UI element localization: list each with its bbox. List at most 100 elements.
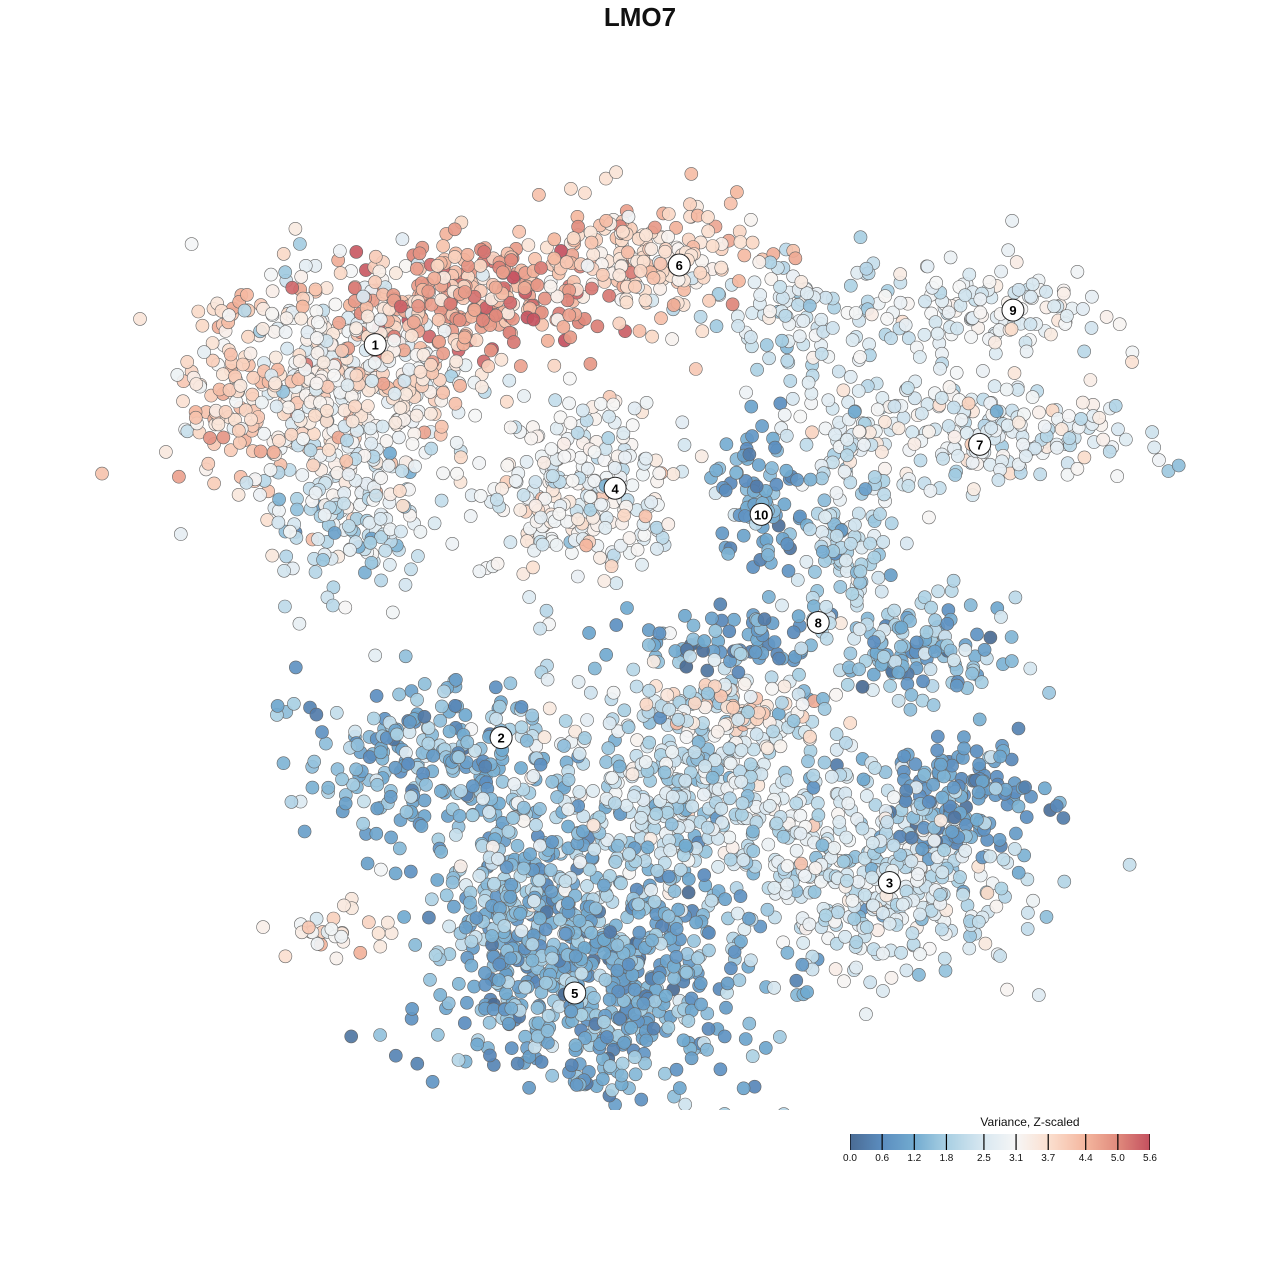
data-point	[268, 350, 283, 365]
data-point	[803, 729, 817, 744]
data-point	[996, 852, 1011, 867]
data-point	[445, 536, 460, 551]
data-point	[722, 791, 737, 806]
data-point	[559, 255, 574, 270]
data-point	[421, 284, 436, 299]
data-point	[840, 873, 854, 888]
data-point	[1026, 893, 1040, 908]
data-point	[552, 506, 567, 521]
data-point	[935, 865, 950, 880]
data-point	[845, 586, 860, 601]
data-point	[792, 667, 806, 682]
data-point	[800, 286, 814, 301]
data-point	[849, 960, 863, 975]
data-point	[363, 535, 378, 550]
data-point	[988, 335, 1002, 350]
data-point	[852, 662, 866, 677]
data-point	[609, 618, 624, 632]
data-point	[522, 1081, 536, 1095]
data-point	[681, 885, 696, 900]
data-point	[597, 574, 612, 588]
data-point	[406, 315, 421, 330]
data-point	[529, 818, 543, 832]
data-point	[468, 408, 483, 423]
data-point	[947, 430, 962, 444]
data-point	[404, 789, 418, 804]
data-point	[481, 359, 496, 374]
data-point	[404, 328, 419, 343]
cluster-label-1: 1	[363, 333, 387, 357]
data-point	[472, 869, 487, 883]
data-point	[241, 329, 255, 344]
data-point	[874, 584, 889, 599]
data-point	[487, 876, 501, 891]
data-point	[603, 1059, 617, 1073]
data-point	[451, 750, 466, 765]
data-point	[679, 730, 694, 744]
data-point	[1020, 922, 1035, 936]
data-point	[606, 397, 621, 412]
data-point	[327, 526, 342, 540]
data-point	[702, 293, 716, 308]
points-layer	[95, 165, 1186, 1110]
data-point	[268, 376, 283, 391]
data-point	[926, 777, 941, 792]
data-point	[819, 599, 834, 614]
data-point	[675, 415, 690, 430]
data-point	[195, 318, 210, 333]
data-point	[449, 435, 464, 450]
data-point	[460, 995, 474, 1010]
data-point	[477, 245, 492, 259]
data-point	[1023, 317, 1038, 332]
data-point	[533, 802, 547, 816]
data-point	[765, 461, 779, 475]
data-point	[562, 308, 577, 323]
data-point	[488, 280, 503, 295]
data-point	[599, 755, 614, 769]
data-point	[815, 544, 830, 559]
data-point	[852, 424, 867, 439]
data-point	[1042, 685, 1056, 700]
data-point	[388, 1048, 403, 1063]
data-point	[254, 395, 269, 410]
data-point	[344, 1029, 359, 1044]
data-point	[272, 433, 286, 448]
data-point	[339, 454, 354, 468]
data-point	[727, 612, 741, 627]
data-point	[514, 761, 528, 775]
data-point	[381, 458, 396, 473]
data-point	[503, 535, 518, 550]
data-point	[661, 909, 676, 924]
data-point	[722, 624, 737, 639]
data-point	[584, 235, 599, 250]
cluster-label-text: 7	[976, 437, 983, 452]
data-point	[898, 318, 913, 332]
data-point	[669, 949, 684, 964]
data-point	[735, 796, 750, 811]
data-point	[803, 522, 817, 537]
data-point	[392, 430, 406, 445]
data-point	[283, 524, 297, 539]
data-point	[743, 330, 758, 344]
data-point	[290, 502, 304, 517]
data-point	[395, 232, 410, 246]
data-point	[762, 351, 776, 366]
data-point	[887, 603, 902, 618]
data-point	[411, 299, 426, 313]
data-point	[424, 892, 439, 907]
data-point	[919, 625, 934, 639]
data-point	[773, 739, 788, 754]
data-point	[402, 715, 417, 729]
data-point	[291, 409, 306, 423]
data-point	[828, 962, 843, 976]
data-point	[937, 843, 951, 857]
data-point	[1044, 327, 1058, 342]
data-point	[478, 759, 493, 774]
data-point	[590, 319, 605, 334]
data-point	[543, 279, 558, 294]
data-point	[815, 525, 829, 539]
data-point	[1037, 419, 1052, 434]
data-point	[618, 450, 632, 465]
data-point	[858, 482, 873, 496]
data-point	[614, 1068, 629, 1083]
